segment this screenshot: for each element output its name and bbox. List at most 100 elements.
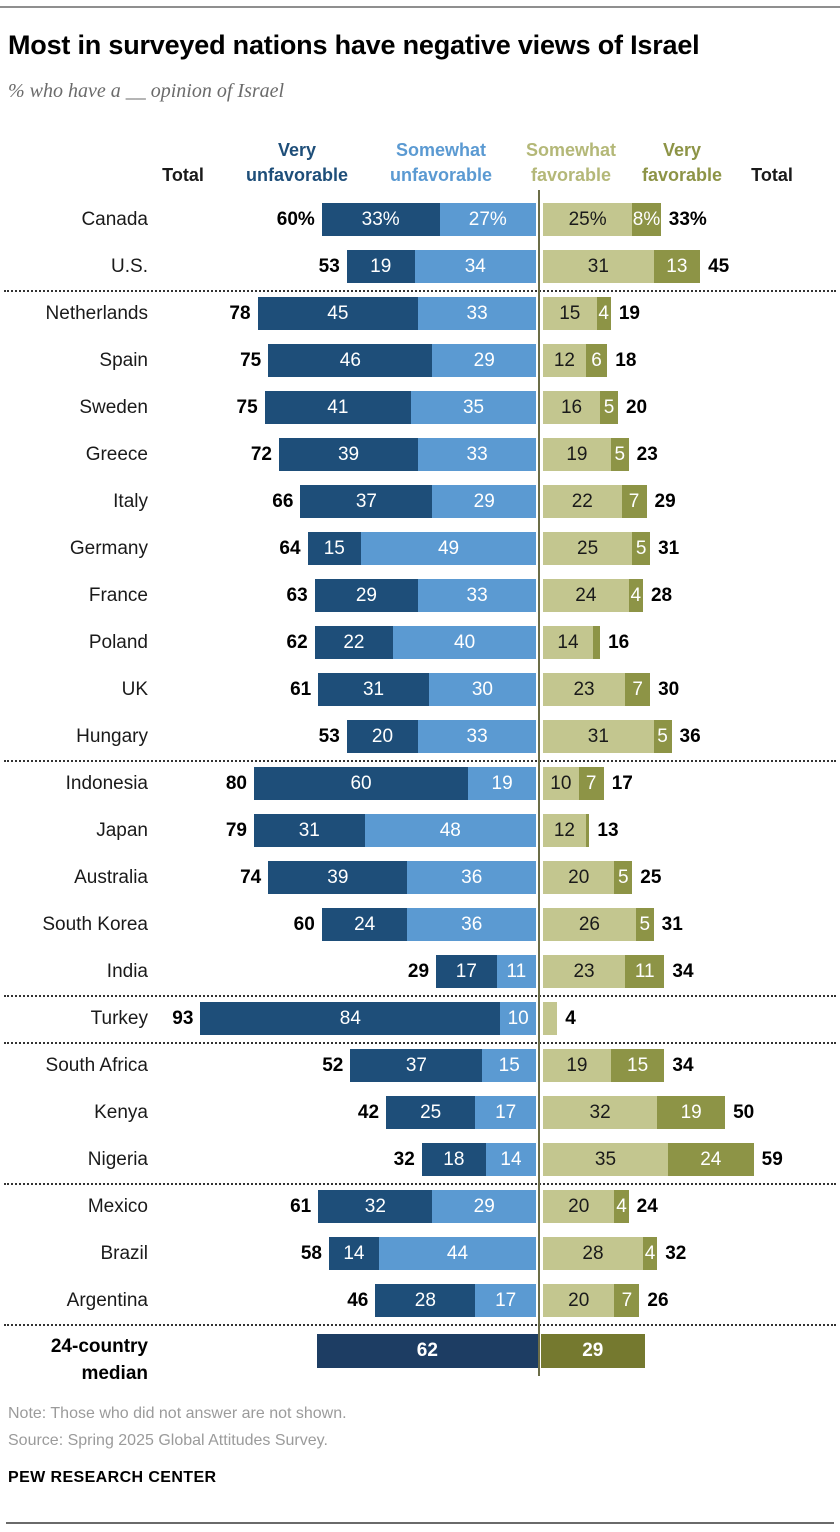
table-row: Mexico 32 29 20 4 61 24: [0, 1183, 840, 1230]
table-row: Indonesia 60 19 10 7 80 17: [0, 760, 840, 807]
bar-segment-somewhat-favorable: [543, 1002, 558, 1035]
bar-segment-somewhat-favorable: 16: [543, 391, 601, 424]
bar-segment-somewhat-favorable: 19: [543, 438, 611, 471]
total-unfavorable-label: 61: [290, 1196, 312, 1217]
column-header-total-right: Total: [751, 165, 793, 185]
bar-segment-very-unfavorable: 31: [318, 673, 429, 706]
total-favorable-label: 19: [618, 303, 640, 324]
bar-segment-somewhat-unfavorable: 48: [364, 814, 536, 847]
total-favorable-label: 50: [733, 1102, 755, 1123]
chart-subtitle: % who have a __ opinion of Israel: [8, 80, 285, 102]
total-unfavorable-label: 74: [240, 867, 262, 888]
bar-segment-very-favorable: 8%: [632, 203, 661, 236]
total-unfavorable-label: 62: [286, 632, 308, 653]
bar-segment-very-unfavorable: 39: [268, 861, 408, 894]
total-favorable-label: 32: [665, 1243, 687, 1264]
bar-segment-somewhat-unfavorable: 11: [496, 955, 536, 988]
bar-segment-somewhat-favorable: 20: [543, 1190, 615, 1223]
bar-segment-very-favorable: 4: [642, 1237, 658, 1270]
total-unfavorable-label: 75: [236, 397, 258, 418]
bar-segment-very-favorable: 4: [628, 579, 643, 612]
total-favorable-label: 59: [761, 1149, 783, 1170]
total-favorable-label: 24: [636, 1196, 658, 1217]
table-row: Argentina 28 17 20 7 46 26: [0, 1277, 840, 1324]
country-label: Hungary: [76, 726, 148, 747]
bar-segment-somewhat-favorable: 26: [543, 908, 636, 941]
country-label: Italy: [113, 491, 148, 512]
bar-segment-very-unfavorable: 28: [375, 1284, 476, 1317]
bar-segment-somewhat-favorable: 22: [543, 485, 622, 518]
country-label: Mexico: [87, 1196, 148, 1217]
total-unfavorable-label: 80: [225, 773, 247, 794]
country-label: Japan: [96, 820, 148, 841]
bar-segment-very-favorable: 19: [657, 1096, 726, 1129]
table-row: India 17 11 23 11 29 34: [0, 948, 840, 995]
group-separator: [4, 1324, 836, 1326]
bar-segment-somewhat-favorable: 20: [543, 1284, 615, 1317]
table-row: U.S. 19 34 31 13 53 45: [0, 243, 840, 290]
bar-segment-somewhat-unfavorable: 36: [407, 908, 536, 941]
column-header-somewhat-favorable: Somewhat favorable: [525, 140, 617, 185]
bar-segment-somewhat-favorable: 15: [543, 297, 597, 330]
bar-segment-very-favorable: 6: [585, 344, 608, 377]
total-favorable-label: 30: [658, 679, 680, 700]
table-row: Kenya 25 17 32 19 42 50: [0, 1089, 840, 1136]
bar-segment-somewhat-favorable: 12: [543, 344, 586, 377]
table-row: Nigeria 18 14 35 24 32 59: [0, 1136, 840, 1183]
total-unfavorable-label: 61: [290, 679, 312, 700]
total-favorable-label: 18: [615, 350, 637, 371]
total-favorable-label: 20: [625, 397, 648, 418]
bar-segment-somewhat-favorable: 28: [543, 1237, 643, 1270]
bar-segment-very-unfavorable: 24: [321, 908, 408, 941]
country-label: South Korea: [42, 914, 148, 935]
total-favorable-label: 34: [672, 961, 694, 982]
bar-segment-somewhat-unfavorable: 29: [432, 485, 536, 518]
bar-segment-somewhat-unfavorable: 19: [468, 767, 536, 800]
bar-segment-somewhat-unfavorable: 33: [418, 579, 536, 612]
table-row: Australia 39 36 20 5 74 25: [0, 854, 840, 901]
total-favorable-label: 45: [708, 256, 730, 277]
bar-segment-somewhat-unfavorable: 10: [500, 1002, 536, 1035]
bar-segment-somewhat-favorable: 19: [543, 1049, 611, 1082]
bar-segment-very-favorable: 5: [610, 438, 629, 471]
bar-segment-very-favorable: 7: [614, 1284, 640, 1317]
country-label: Australia: [74, 867, 148, 888]
bar-segment-very-favorable: [585, 814, 590, 847]
bar-segment-somewhat-unfavorable: 17: [475, 1096, 536, 1129]
bar-segment-somewhat-unfavorable: 33: [418, 438, 536, 471]
bar-segment-somewhat-favorable: 24: [543, 579, 629, 612]
bar-segment-somewhat-unfavorable: 15: [482, 1049, 536, 1082]
bar-segment-somewhat-favorable: 25%: [543, 203, 633, 236]
table-row: Netherlands 45 33 15 4 78 19: [0, 290, 840, 337]
bar-segment-somewhat-unfavorable: 40: [393, 626, 536, 659]
total-favorable-label: 4: [565, 1008, 576, 1029]
bar-segment-very-unfavorable: 46: [268, 344, 433, 377]
median-row-label: 24-country median: [50, 1336, 148, 1384]
total-unfavorable-label: 60%: [276, 209, 315, 230]
total-favorable-label: 31: [661, 914, 683, 935]
bar-segment-very-favorable: 7: [578, 767, 604, 800]
bar-segment-somewhat-favorable: 14: [543, 626, 593, 659]
bar-segment-somewhat-unfavorable: 49: [361, 532, 536, 565]
bar-segment-very-favorable: 5: [635, 908, 654, 941]
total-favorable-label: 29: [654, 491, 676, 512]
bar-segment-somewhat-unfavorable: 35: [411, 391, 536, 424]
bar-segment-somewhat-unfavorable: 34: [414, 250, 536, 283]
table-row: South Korea 24 36 26 5 60 31: [0, 901, 840, 948]
bar-segment-somewhat-favorable: 23: [543, 955, 626, 988]
bar-segment-somewhat-favorable: 32: [543, 1096, 658, 1129]
center-axis-line: [538, 190, 540, 1376]
country-label: France: [88, 585, 148, 606]
bar-segment-very-favorable: 5: [600, 391, 618, 424]
total-unfavorable-label: 63: [286, 585, 308, 606]
bar-segment-somewhat-unfavorable: 30: [428, 673, 536, 706]
country-label: Poland: [88, 632, 148, 653]
bar-segment-very-unfavorable: 15: [307, 532, 362, 565]
bar-segment-very-favorable: 7: [621, 485, 647, 518]
total-favorable-label: 25: [640, 867, 662, 888]
total-favorable-label: 28: [650, 585, 673, 606]
source-text: Source: Spring 2025 Global Attitudes Sur…: [8, 1432, 328, 1449]
table-row: Brazil 14 44 28 4 58 32: [0, 1230, 840, 1277]
group-separator: [4, 995, 836, 997]
total-favorable-label: 36: [679, 726, 701, 747]
